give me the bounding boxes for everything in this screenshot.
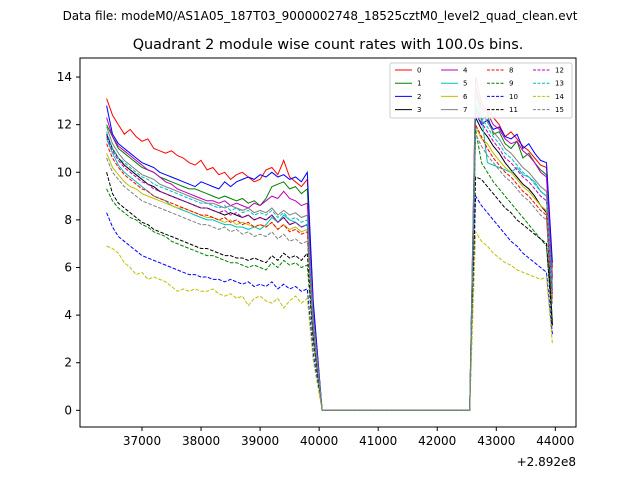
- legend-label-13: 13: [555, 80, 564, 88]
- legend-box: [389, 62, 573, 119]
- file-suptitle: Data file: modeM0/AS1A05_187T03_90000027…: [63, 9, 578, 23]
- x-tick-label: 42000: [418, 434, 456, 448]
- legend-label-11: 11: [509, 106, 518, 114]
- legend-label-8: 8: [509, 67, 513, 75]
- series-line-15: [106, 133, 553, 411]
- y-tick-label: 14: [57, 70, 72, 84]
- y-tick-label: 10: [57, 165, 72, 179]
- legend-label-5: 5: [463, 80, 467, 88]
- x-tick-label: 40000: [300, 434, 338, 448]
- plot-area: 37000 38000 39000 40000 41000 42000 43000 44000…: [57, 57, 577, 448]
- y-tick-label: 6: [64, 260, 72, 274]
- legend-label-6: 6: [463, 93, 468, 101]
- x-offset-label: +2.892e8: [517, 455, 576, 469]
- tick-layer: 37000 38000 39000 40000 41000 42000 43000 44000…: [57, 70, 575, 448]
- x-tick-label: 39000: [241, 434, 279, 448]
- legend-label-2: 2: [417, 93, 421, 101]
- y-tick-label: 12: [57, 118, 72, 132]
- y-tick-label: 0: [64, 403, 72, 417]
- legend-label-3: 3: [417, 106, 421, 114]
- x-tick-label: 44000: [536, 434, 574, 448]
- legend-label-0: 0: [417, 67, 421, 75]
- legend-label-12: 12: [555, 67, 564, 75]
- x-tick-label: 38000: [182, 434, 220, 448]
- legend-label-15: 15: [555, 106, 564, 114]
- y-tick-label: 8: [64, 213, 72, 227]
- x-tick-label: 43000: [477, 434, 515, 448]
- y-tick-label: 2: [64, 356, 72, 370]
- legend-label-10: 10: [509, 93, 518, 101]
- legend-label-9: 9: [509, 80, 513, 88]
- legend-label-1: 1: [417, 80, 421, 88]
- legend-label-7: 7: [463, 106, 467, 114]
- x-tick-label: 41000: [359, 434, 397, 448]
- axes-frame: [79, 57, 577, 428]
- y-tick-label: 4: [64, 308, 72, 322]
- legend-label-4: 4: [463, 67, 468, 75]
- legend-label-14: 14: [555, 93, 564, 101]
- axes-background: [80, 58, 576, 427]
- chart-title: Quadrant 2 module wise count rates with …: [133, 37, 524, 53]
- x-tick-label: 37000: [123, 434, 161, 448]
- series-line-8: [106, 124, 553, 411]
